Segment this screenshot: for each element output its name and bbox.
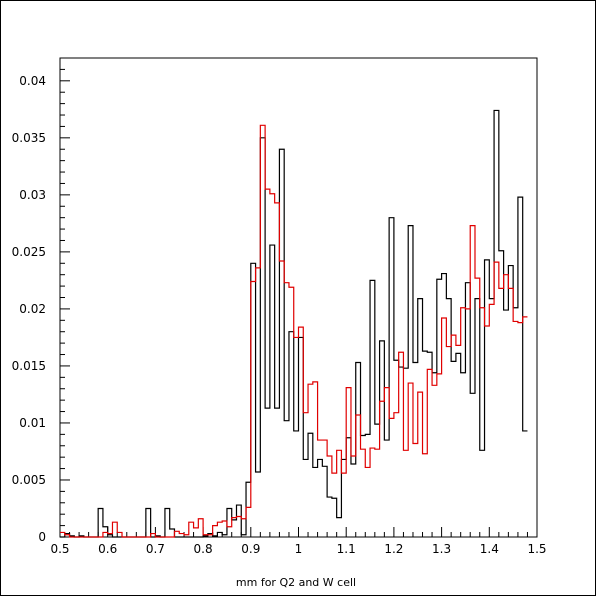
y-tick-label: 0.015 — [12, 359, 46, 373]
histogram-series-2 — [60, 124, 528, 538]
y-tick-label: 0 — [38, 530, 46, 544]
x-tick-label: 0.9 — [241, 542, 260, 556]
x-tick-label: 0.8 — [194, 542, 213, 556]
y-tick-label: 0.005 — [12, 473, 46, 487]
y-axis-ticks: 0 0.005 0.01 0.015 0.02 0.025 0.03 0.035 0.04 — [12, 57, 70, 544]
x-tick-label: 1.4 — [480, 542, 499, 556]
x-tick-label: 0.5 — [50, 542, 69, 556]
x-tick-label: 0.6 — [98, 542, 117, 556]
x-tick-label: 1 — [295, 542, 303, 556]
histogram-series-1 — [60, 109, 528, 538]
y-tick-label: 0.03 — [19, 188, 46, 202]
y-tick-label: 0.025 — [12, 245, 46, 259]
y-tick-label: 0.01 — [19, 416, 46, 430]
y-tick-label: 0.04 — [19, 74, 46, 88]
x-tick-label: 1.1 — [337, 542, 356, 556]
x-axis-title: mm for Q2 and W cell — [236, 576, 356, 589]
plot-area — [59, 57, 538, 538]
x-tick-label: 1.2 — [384, 542, 403, 556]
x-tick-label: 0.7 — [146, 542, 165, 556]
y-tick-label: 0.02 — [19, 302, 46, 316]
x-tick-label: 1.3 — [432, 542, 451, 556]
series-layer — [60, 109, 528, 538]
x-tick-label: 1.5 — [527, 542, 546, 556]
y-tick-label: 0.035 — [12, 131, 46, 145]
